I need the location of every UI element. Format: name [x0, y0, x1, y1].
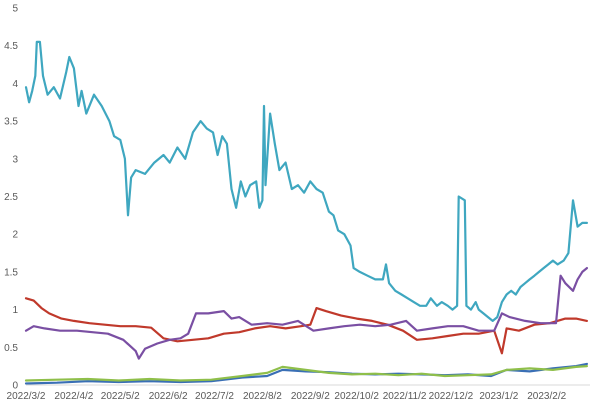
series-line-5: [24, 365, 588, 382]
x-tick-label: 2022/4/2: [54, 391, 93, 402]
y-tick-label: 1: [12, 305, 18, 316]
y-tick-label: 4: [12, 79, 18, 90]
y-tick-label: 2.5: [4, 192, 18, 203]
x-tick-label: 2023/2/2: [527, 391, 566, 402]
y-tick-label: 4.5: [4, 41, 18, 52]
x-tick-label: 2022/8/2: [243, 391, 282, 402]
y-tick-label: 0.5: [4, 343, 18, 354]
series-layer: [24, 40, 588, 385]
y-tick-label: 0: [12, 381, 18, 392]
series-line-3: [24, 267, 588, 360]
y-axis-ticks: 0 0.5 1 1.5 2 2.5 3 3.5 4 4.5 5: [4, 4, 18, 392]
x-tick-label: 2022/5/2: [101, 391, 140, 402]
series-line-1: [24, 40, 588, 322]
x-tick-label: 2022/9/2: [291, 391, 330, 402]
y-tick-label: 5: [12, 4, 18, 15]
y-tick-label: 1.5: [4, 267, 18, 278]
x-tick-label: 2022/7/2: [195, 391, 234, 402]
x-axis-ticks: 2022/3/2 2022/4/2 2022/5/2 2022/6/2 2022/7/2…: [7, 391, 567, 402]
x-tick-label: 2022/3/2: [7, 391, 46, 402]
x-tick-label: 2022/6/2: [149, 391, 188, 402]
x-tick-label: 2022/12/2: [429, 391, 474, 402]
x-tick-label: 2022/11/2: [383, 391, 427, 402]
x-tick-label: 2022/10/2: [334, 391, 379, 402]
y-tick-label: 2: [12, 230, 18, 241]
x-tick-label: 2023/1/2: [479, 391, 518, 402]
series-line-2: [24, 297, 588, 355]
y-tick-label: 3.5: [4, 117, 18, 128]
y-tick-label: 3: [12, 154, 18, 165]
